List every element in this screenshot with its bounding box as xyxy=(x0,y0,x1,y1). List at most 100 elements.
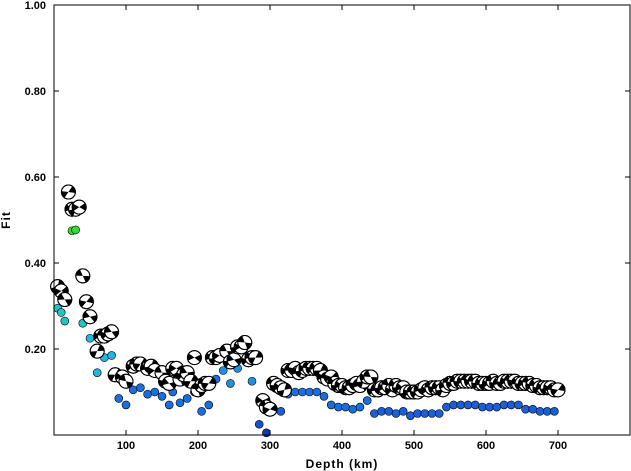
fit-dot xyxy=(326,400,336,410)
fit-dot xyxy=(114,394,124,403)
fit-dot xyxy=(334,402,343,412)
fit-dot xyxy=(370,409,379,418)
fit-dot xyxy=(341,402,350,412)
fit-dot xyxy=(56,308,66,317)
fit-dot xyxy=(499,400,509,410)
fit-dot xyxy=(175,398,185,408)
y-tick-label: 0.20 xyxy=(25,344,46,356)
fit-dot xyxy=(85,333,95,343)
fit-dot xyxy=(449,400,458,410)
fit-dot xyxy=(506,400,516,410)
focal-mechanism xyxy=(186,350,202,366)
x-tick-label: 200 xyxy=(189,440,207,452)
x-axis: 100 200 300 400 500 600 700 xyxy=(117,5,567,452)
fit-dot xyxy=(218,366,228,375)
x-tick: 300 xyxy=(261,5,279,452)
x-tick-label: 600 xyxy=(477,440,495,452)
y-tick-label: 0.80 xyxy=(25,86,46,98)
focal-mechanism xyxy=(262,401,278,417)
fit-dot xyxy=(406,411,415,420)
fit-dot xyxy=(492,402,502,412)
fit-dot xyxy=(305,387,314,397)
fit-dot xyxy=(276,407,286,416)
fit-dot xyxy=(312,387,322,397)
fit-dot xyxy=(136,383,145,393)
focal-mechanism xyxy=(276,382,292,398)
fit-dot xyxy=(298,387,307,397)
fit-dot xyxy=(398,407,408,416)
y-tick-label: 0.60 xyxy=(25,172,46,184)
y-tick: 0.40 xyxy=(25,258,630,270)
focal-mechanism xyxy=(57,292,73,308)
fit-dot xyxy=(384,407,394,416)
fit-dot xyxy=(92,368,102,377)
x-tick: 400 xyxy=(333,5,351,452)
fit-dot xyxy=(121,400,131,410)
fit-dot xyxy=(485,402,494,412)
fit-dot xyxy=(348,404,358,414)
fit-dot xyxy=(413,409,422,418)
fit-dot xyxy=(262,428,271,438)
fit-dot xyxy=(157,391,167,401)
fit-dot xyxy=(420,409,430,418)
fit-dot xyxy=(150,387,160,397)
fit-dot xyxy=(247,376,257,386)
dots-layer xyxy=(53,225,559,438)
fit-dot xyxy=(60,316,70,326)
focal-mechanism xyxy=(82,309,98,325)
fit-dot xyxy=(463,400,473,410)
fit-dot xyxy=(319,391,329,401)
fit-dot xyxy=(204,400,214,410)
y-tick-label: 1.00 xyxy=(25,0,46,12)
x-tick-label: 500 xyxy=(405,440,423,452)
focal-mechanism xyxy=(550,382,566,398)
fit-dot xyxy=(226,379,235,388)
y-tick: 0.80 xyxy=(25,86,630,98)
focal-mechanism xyxy=(60,184,76,200)
fit-dot xyxy=(434,409,444,418)
focal-mechanism xyxy=(248,350,264,366)
fit-dot xyxy=(107,351,116,360)
beachball-layer xyxy=(50,184,566,417)
focal-mechanism xyxy=(104,324,120,340)
focal-mechanism xyxy=(89,343,105,359)
x-tick-label: 400 xyxy=(333,440,351,452)
fit-dot xyxy=(197,407,206,416)
fit-dot xyxy=(535,407,545,416)
x-tick: 700 xyxy=(549,5,567,452)
fit-dot xyxy=(362,396,372,405)
fit-dot xyxy=(164,400,174,410)
x-tick: 500 xyxy=(405,5,423,452)
fit-dot xyxy=(254,419,264,429)
fit-dot xyxy=(542,407,552,416)
y-axis: 0.20 0.40 0.60 0.80 1.00 xyxy=(25,0,630,356)
fit-dot xyxy=(514,400,523,410)
y-tick-label: 0.40 xyxy=(25,258,46,270)
fit-dot xyxy=(528,404,538,414)
focal-mechanism xyxy=(71,199,87,215)
focal-mechanism xyxy=(226,352,242,368)
fit-dot xyxy=(290,387,300,397)
focal-mechanism xyxy=(78,294,94,310)
y-tick: 1.00 xyxy=(25,0,630,12)
y-tick: 0.60 xyxy=(25,172,630,184)
fit-dot xyxy=(377,407,386,416)
fit-dot xyxy=(470,400,480,410)
fit-dot xyxy=(391,409,401,418)
fit-dot xyxy=(355,402,365,412)
fit-dot xyxy=(442,402,451,412)
fit-dot xyxy=(71,225,80,235)
x-tick-label: 300 xyxy=(261,440,279,452)
fit-dot xyxy=(427,409,437,418)
x-tick: 200 xyxy=(189,5,207,452)
x-tick-label: 100 xyxy=(117,440,135,452)
y-tick: 0.20 xyxy=(25,344,630,356)
focal-mechanism xyxy=(237,335,253,351)
focal-mechanism xyxy=(201,375,217,391)
y-axis-label: Fit xyxy=(0,211,13,229)
fit-dot xyxy=(478,402,487,412)
focal-mechanism xyxy=(363,369,379,385)
x-tick-label: 700 xyxy=(549,440,567,452)
fit-dot xyxy=(456,400,466,410)
